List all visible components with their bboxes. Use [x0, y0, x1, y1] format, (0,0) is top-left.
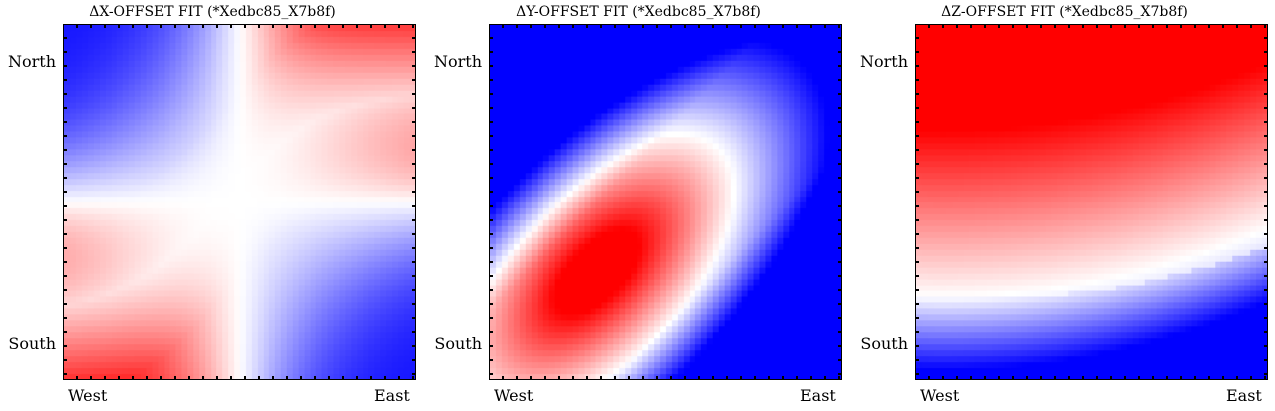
x-tick-label-west: West — [494, 386, 534, 405]
chart-title: ΔZ-OFFSET FIT (*Xedbc85_X7b8f) — [941, 4, 1188, 20]
panel-dy: ΔY-OFFSET FIT (*Xedbc85_X7b8f) North Sou… — [426, 0, 851, 411]
y-tick-label-north: North — [859, 52, 908, 71]
x-tick-label-east: East — [1226, 386, 1262, 405]
chart-title: ΔX-OFFSET FIT (*Xedbc85_X7b8f) — [89, 4, 336, 20]
x-tick-label-west: West — [68, 386, 108, 405]
x-tick-label-east: East — [800, 386, 836, 405]
chart-title: ΔY-OFFSET FIT (*Xedbc85_X7b8f) — [516, 4, 761, 20]
y-tick-label-north: North — [433, 52, 482, 71]
heatmap-plot — [63, 24, 416, 380]
heatmap-plot — [915, 24, 1268, 380]
y-tick-label-south: South — [8, 334, 56, 353]
y-tick-label-south: South — [434, 334, 482, 353]
panel-dx: ΔX-OFFSET FIT (*Xedbc85_X7b8f) North Sou… — [0, 0, 425, 411]
y-tick-label-south: South — [860, 334, 908, 353]
panel-dz: ΔZ-OFFSET FIT (*Xedbc85_X7b8f) North Sou… — [852, 0, 1275, 411]
y-tick-label-north: North — [7, 52, 56, 71]
heatmap-canvas — [64, 25, 415, 379]
heatmap-plot — [489, 24, 842, 380]
heatmap-canvas — [916, 25, 1267, 379]
x-tick-label-west: West — [920, 386, 960, 405]
x-tick-label-east: East — [374, 386, 410, 405]
heatmap-canvas — [490, 25, 841, 379]
